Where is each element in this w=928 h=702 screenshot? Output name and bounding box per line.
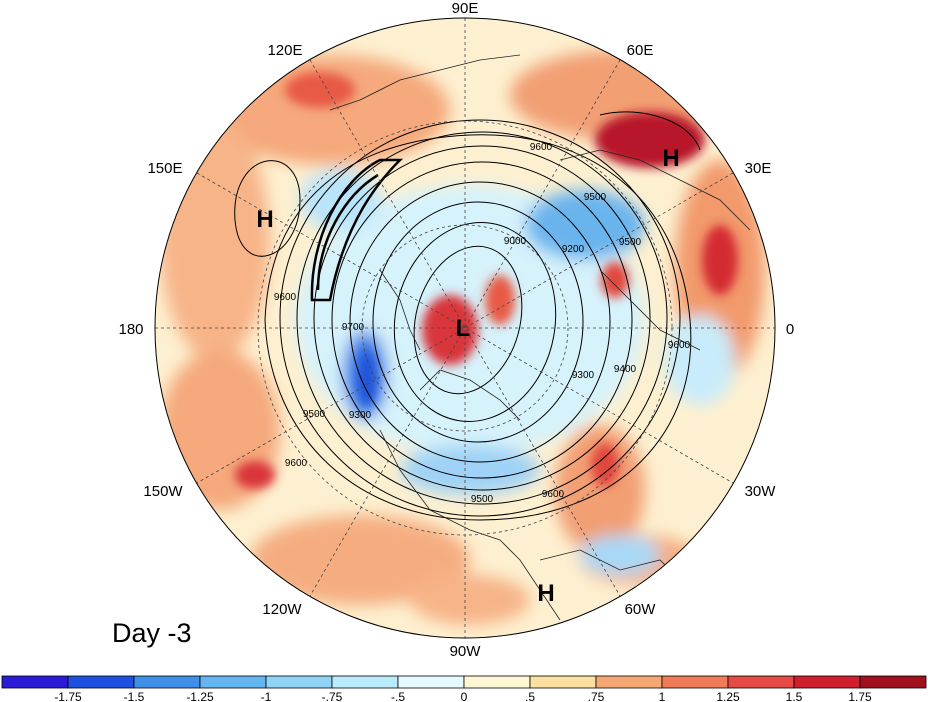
contour-label: 9600 [285,458,308,469]
contour-label: 9600 [668,340,691,351]
colorbar-label: 1 [659,690,666,702]
colorbar-swatch [793,675,861,689]
high-center-label: H [662,145,679,172]
colorbar: -1.75 -1.5 -1.25 -1 -.75 -.5 0 .5 .75 1 1.25 1.5 1.7… [1,675,927,702]
lon-label-0: 0 [786,321,794,338]
pressure-centers: H H L H [256,145,679,607]
high-center-label: H [537,580,554,607]
map-border [154,17,776,639]
lon-label-150e: 150E [147,160,182,177]
lon-label-30e: 30E [745,160,772,177]
colorbar-swatch [265,675,333,689]
lon-label-90w: 90W [450,643,482,660]
colorbar-label: 1.5 [786,690,803,702]
contour-label: 9500 [471,494,494,505]
colorbar-label: -.5 [391,690,405,702]
colorbar-swatch [331,675,399,689]
high-center-label: H [256,206,273,233]
contour-label: 9300 [572,370,595,381]
contour-label: 9600 [542,489,565,500]
day-label: Day -3 [112,618,192,648]
colorbar-label: -1.75 [54,690,82,702]
lon-label-60w: 60W [625,601,657,618]
lon-label-180: 180 [118,321,143,338]
height-contours [234,111,701,521]
contour-label: 9000 [504,236,527,247]
lon-label-120w: 120W [262,601,302,618]
colorbar-swatch [1,675,69,689]
contour-label: 9600 [530,142,553,153]
colorbar-label: -1 [261,690,272,702]
lon-label-30w: 30W [745,483,777,500]
lon-label-90e: 90E [452,0,479,17]
colorbar-label: 0 [461,690,468,702]
coastlines [329,54,751,621]
lon-label-60e: 60E [627,42,654,59]
contour-label: 9300 [349,410,372,421]
longitude-labels: 90E 60E 120E 30E 150E 180 0 150W 30W 120… [118,0,794,660]
colorbar-label: .5 [525,690,535,702]
lon-label-150w: 150W [143,483,183,500]
contour-label: 9500 [303,409,326,420]
contour-label: 9600 [274,292,297,303]
colorbar-label: 1.75 [848,690,872,702]
colorbar-swatch [199,675,267,689]
colorbar-swatch [727,675,795,689]
colorbar-swatch [133,675,201,689]
colorbar-label: 1.25 [716,690,740,702]
contour-label: 9500 [584,192,607,203]
contour-labels: 9600 9500 9000 9200 9500 9600 9700 9300 … [274,142,691,505]
contour-label: 9500 [619,237,642,248]
low-center-label: L [456,315,471,342]
colorbar-swatch [397,675,465,689]
colorbar-swatch [529,675,597,689]
contour-label: 9400 [614,364,637,375]
colorbar-swatch [661,675,729,689]
colorbar-swatch [859,675,927,689]
colorbar-label: -1.5 [124,690,145,702]
colorbar-label: -1.25 [186,690,214,702]
colorbar-label: .75 [588,690,605,702]
graticule [155,18,775,638]
colorbar-swatch [595,675,663,689]
contour-label: 9700 [342,322,365,333]
colorbar-label: -.75 [322,690,343,702]
colorbar-swatch [67,675,135,689]
lon-label-120e: 120E [267,42,302,59]
contour-label: 9200 [562,244,585,255]
colorbar-swatch [463,675,531,689]
